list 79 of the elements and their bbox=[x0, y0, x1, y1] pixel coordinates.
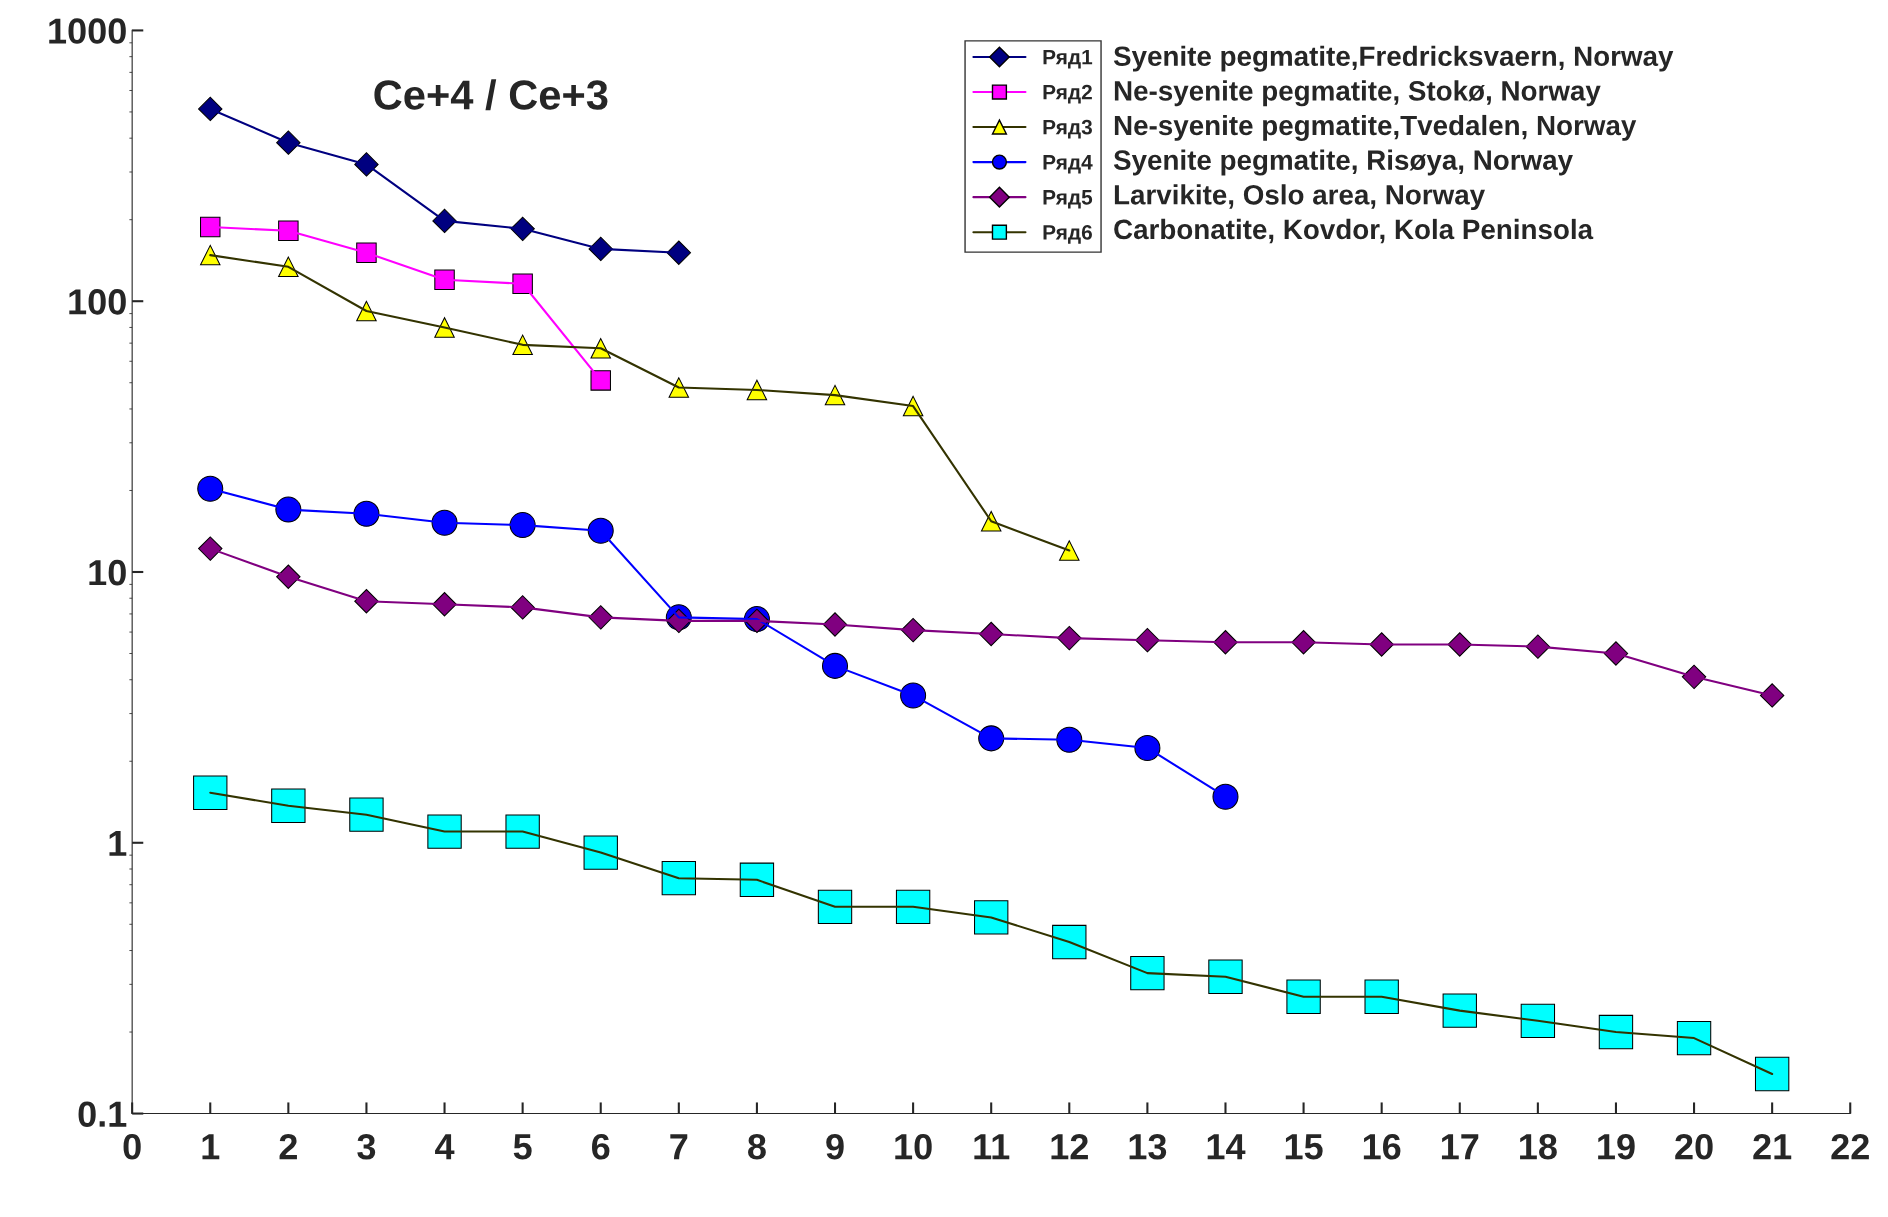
annotation: Syenite pegmatite, Risøya, Norway bbox=[1113, 149, 1573, 176]
y-tick-label: 100 bbox=[69, 289, 126, 315]
annotation: Ne-syenite pegmatite,Tvedalen, Norway bbox=[1114, 114, 1637, 141]
x-tick-label: 4 bbox=[435, 1134, 455, 1160]
point bbox=[193, 775, 228, 810]
point bbox=[509, 512, 536, 539]
legend-label: Ряд2 bbox=[1043, 84, 1092, 104]
annotation: Ne-syenite pegmatite, Stokø, Norway bbox=[1114, 80, 1601, 107]
point bbox=[349, 797, 384, 832]
point bbox=[1208, 959, 1243, 994]
text: Ce+4 / Ce+3 bbox=[374, 79, 608, 111]
y-tick-label: 0.1 bbox=[78, 1101, 127, 1127]
x-tick-label: 19 bbox=[1598, 1133, 1635, 1160]
point bbox=[198, 96, 223, 122]
x-tick-label: 13 bbox=[1129, 1133, 1167, 1160]
x-tick-label: 6 bbox=[592, 1133, 610, 1160]
x-tick-label: 5 bbox=[513, 1134, 532, 1160]
point bbox=[590, 370, 611, 391]
x-tick-label: 8 bbox=[748, 1133, 766, 1160]
annotation: Larvikite, Oslo area, Norway bbox=[1114, 184, 1485, 211]
x-tick-label: 20 bbox=[1675, 1133, 1713, 1160]
x-tick-label: 3 bbox=[357, 1133, 376, 1160]
y-tick-label: 1 bbox=[109, 831, 127, 856]
legend-label: Ряд3 bbox=[1043, 119, 1092, 139]
x-tick-label: 17 bbox=[1441, 1134, 1479, 1160]
point bbox=[1056, 726, 1083, 753]
x-tick-label: 15 bbox=[1285, 1134, 1323, 1160]
point bbox=[1520, 1003, 1556, 1039]
point bbox=[1059, 540, 1080, 561]
x-tick-label: 18 bbox=[1520, 1133, 1557, 1160]
legend-label: Ряд1 bbox=[1043, 49, 1093, 69]
x-tick-label: 9 bbox=[826, 1133, 844, 1160]
legend-label: Ряд5 bbox=[1043, 190, 1093, 209]
x-tick-label: 7 bbox=[670, 1134, 688, 1160]
x-tick-label: 11 bbox=[974, 1134, 1010, 1160]
point bbox=[1134, 734, 1161, 761]
point bbox=[198, 536, 223, 561]
point bbox=[271, 788, 306, 823]
x-tick-label: 10 bbox=[895, 1133, 932, 1160]
x-tick-label: 14 bbox=[1207, 1134, 1246, 1160]
point bbox=[505, 814, 540, 849]
point bbox=[427, 814, 462, 849]
point bbox=[1052, 924, 1087, 960]
point bbox=[275, 496, 302, 523]
point bbox=[1676, 1020, 1712, 1056]
annotation: Carbonatite, Kovdor, Kola Peninsola bbox=[1114, 218, 1594, 244]
point bbox=[1598, 1014, 1634, 1050]
y-tick-label: 1000 bbox=[49, 18, 126, 44]
point bbox=[434, 269, 455, 291]
legend-label: Ряд4 bbox=[1043, 155, 1093, 174]
point bbox=[978, 725, 1005, 752]
x-tick-label: 16 bbox=[1363, 1133, 1401, 1160]
point bbox=[583, 835, 618, 870]
x-tick-label: 2 bbox=[279, 1133, 297, 1160]
x-tick-label: 21 bbox=[1753, 1133, 1792, 1160]
x-tick-label: 22 bbox=[1831, 1133, 1869, 1160]
point bbox=[739, 862, 775, 897]
point bbox=[895, 889, 931, 925]
point bbox=[974, 900, 1009, 935]
point bbox=[1364, 979, 1399, 1014]
point bbox=[1286, 979, 1321, 1014]
y-tick-label: 10 bbox=[89, 559, 126, 586]
point bbox=[821, 652, 849, 679]
point bbox=[200, 216, 221, 238]
annotation: Syenite pegmatite,Fredricksvaern, Norway bbox=[1113, 45, 1674, 72]
legend-label: Ряд6 bbox=[1043, 224, 1092, 244]
point bbox=[1442, 993, 1477, 1028]
x-tick-label: 0 bbox=[123, 1133, 141, 1160]
point bbox=[1759, 683, 1785, 708]
x-tick-label: 1 bbox=[202, 1134, 220, 1160]
point bbox=[197, 475, 224, 502]
point bbox=[1754, 1056, 1790, 1092]
point bbox=[1212, 783, 1239, 810]
point bbox=[512, 334, 533, 356]
point bbox=[817, 889, 853, 925]
point bbox=[587, 517, 614, 544]
x-tick-label: 12 bbox=[1051, 1133, 1088, 1160]
point bbox=[1130, 955, 1165, 991]
point bbox=[661, 861, 697, 896]
